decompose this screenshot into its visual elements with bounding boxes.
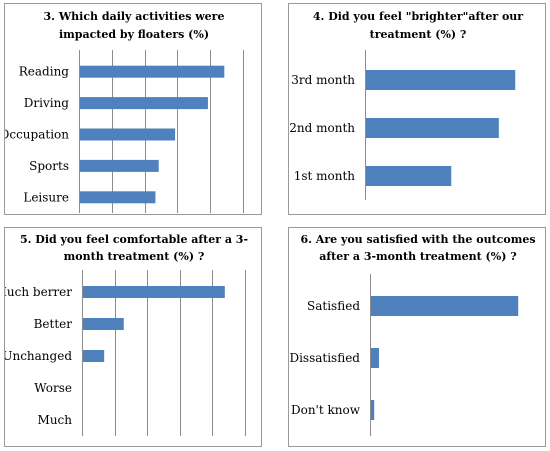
category-label: Much berrer: [5, 285, 72, 299]
category-label: Dissatisfied: [289, 351, 360, 365]
chart-title-line: after a 3-month treatment (%) ?: [319, 250, 516, 263]
category-label: 1st month: [294, 169, 356, 183]
bar: [366, 118, 499, 138]
category-label: Much: [38, 413, 73, 427]
category-label: Reading: [19, 65, 70, 79]
chart-svg: 6. Are you satisfied with the outcomes af…: [289, 233, 536, 436]
chart-title-line: month treatment (%) ?: [64, 250, 205, 263]
bar: [83, 286, 225, 298]
chart-panel-comfortable: 5. Did you feel comfortable after a 3- mo…: [4, 227, 262, 447]
category-label: Worse: [34, 381, 72, 395]
category-label: Leisure: [23, 190, 69, 204]
bar: [80, 128, 176, 141]
chart-title-line: 6. Are you satisfied with the outcomes: [300, 233, 535, 246]
chart-svg: 3. Which daily activities were impacted b…: [5, 10, 244, 213]
bar: [80, 191, 156, 204]
bar: [80, 97, 208, 110]
chart-svg: 5. Did you feel comfortable after a 3- mo…: [5, 233, 248, 436]
chart-title-line: 4. Did you feel "brighter"after our: [313, 10, 523, 23]
category-label: Better: [34, 317, 73, 331]
bar: [83, 350, 105, 362]
chart-title-line: impacted by floaters (%): [59, 28, 209, 41]
category-label: Unchanged: [5, 349, 72, 363]
chart-panel-brighter: 4. Did you feel "brighter"after our treat…: [288, 3, 546, 215]
chart-svg: 4. Did you feel "brighter"after our treat…: [289, 10, 523, 200]
category-label: Don't know: [291, 403, 361, 417]
category-label: Sports: [29, 159, 69, 173]
bar: [80, 65, 225, 78]
chart-panel-activities: 3. Which daily activities were impacted b…: [4, 3, 262, 215]
chart-title-line: treatment (%) ?: [370, 28, 467, 41]
category-label: Driving: [24, 96, 70, 110]
category-label: Satisfied: [307, 299, 360, 313]
category-label: 3rd month: [291, 73, 355, 87]
category-label: Occupation: [5, 128, 69, 142]
bar: [80, 159, 159, 172]
bar: [371, 296, 519, 316]
chart-title-line: 5. Did you feel comfortable after a 3-: [20, 233, 248, 246]
chart-panel-satisfied: 6. Are you satisfied with the outcomes af…: [288, 227, 546, 447]
bar: [371, 400, 375, 420]
chart-title-line: 3. Which daily activities were: [44, 10, 225, 23]
bar: [83, 318, 124, 330]
bar: [366, 166, 452, 186]
bar: [366, 70, 516, 90]
category-label: 2nd month: [289, 121, 355, 135]
bar: [371, 348, 379, 368]
